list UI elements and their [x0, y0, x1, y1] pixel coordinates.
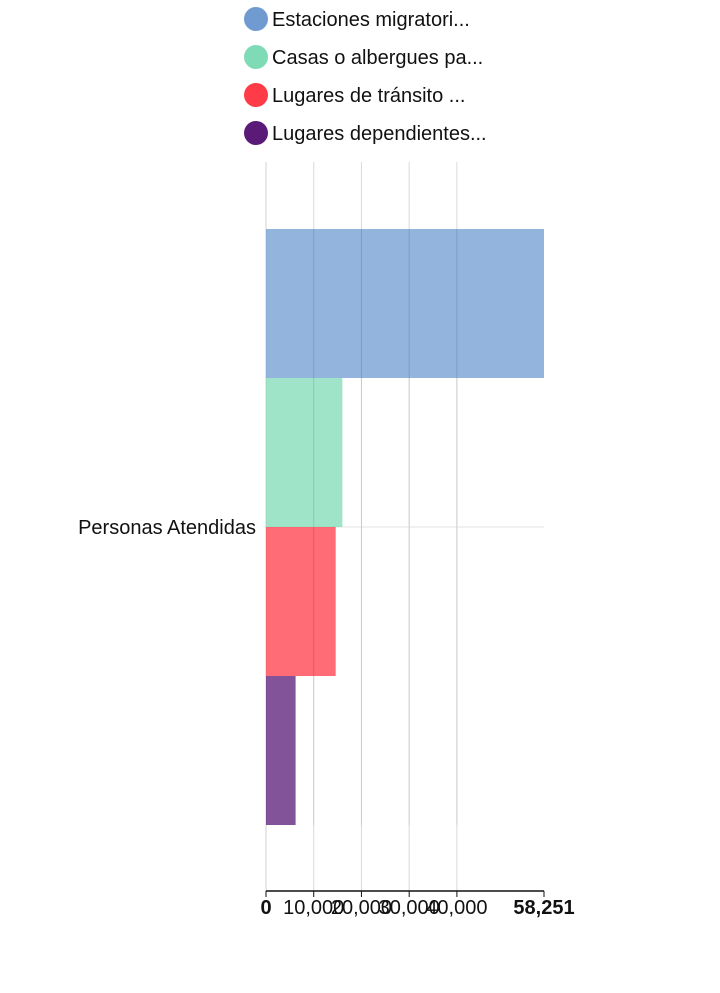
- bar-1: [266, 229, 544, 378]
- legend-marker-3: [244, 83, 268, 107]
- legend-marker-2: [244, 45, 268, 69]
- bar-2: [266, 378, 343, 527]
- x-tick-label-0: 0: [260, 897, 271, 919]
- chart-legend: Estaciones migratori... Casas o albergues…: [244, 7, 487, 145]
- x-tick-label-5: 58,251: [513, 897, 574, 919]
- bar-4: [266, 676, 296, 825]
- x-tick-label-4: 40,000: [426, 897, 487, 919]
- legend-label-1: Estaciones migratori...: [272, 9, 470, 31]
- category-label: Personas Atendidas: [78, 517, 256, 539]
- x-tick-label-2: 20,000: [331, 897, 392, 919]
- legend-marker-4: [244, 121, 268, 145]
- bar-3: [266, 527, 336, 676]
- legend-label-4: Lugares dependientes...: [272, 123, 487, 145]
- bar-series: [266, 229, 544, 825]
- x-tick-label-1: 10,000: [283, 897, 344, 919]
- legend-label-2: Casas o albergues pa...: [272, 47, 483, 69]
- legend-marker-1: [244, 7, 268, 31]
- x-tick-label-3: 30,000: [379, 897, 440, 919]
- category-labels: Personas Atendidas: [78, 517, 256, 539]
- legend-label-3: Lugares de tránsito ...: [272, 85, 465, 107]
